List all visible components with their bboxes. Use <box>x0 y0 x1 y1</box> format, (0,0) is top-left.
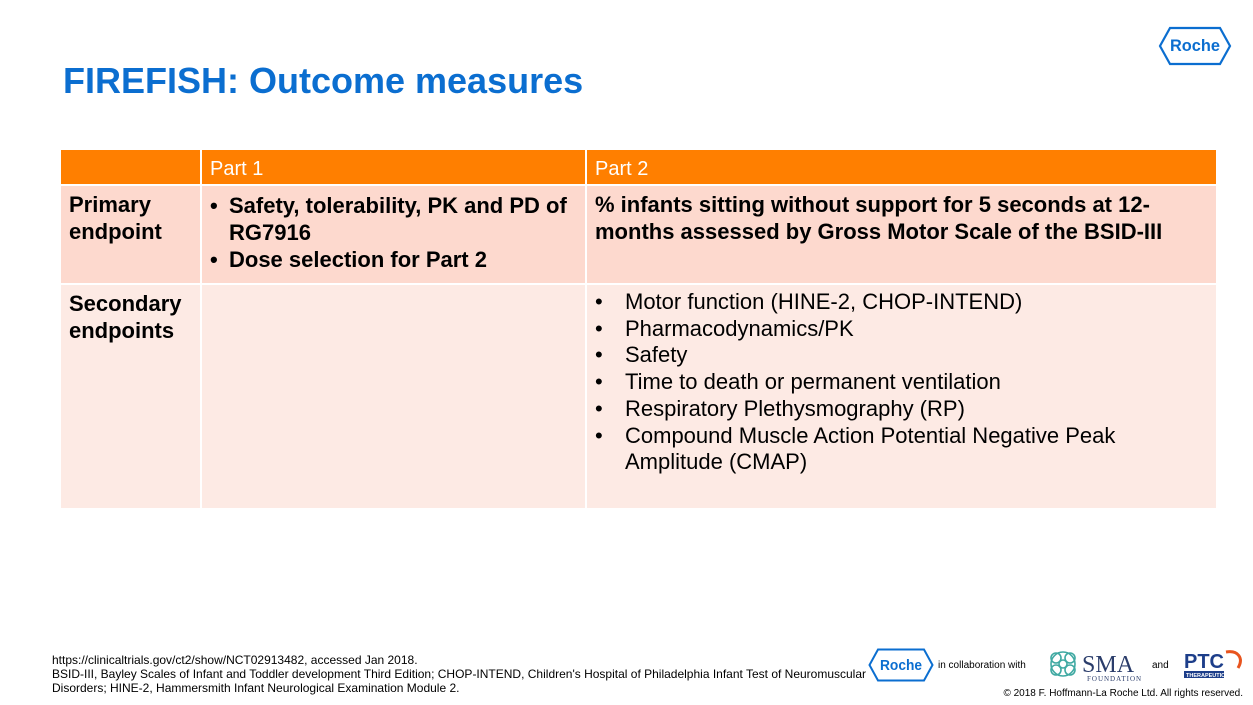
primary-part1-cell: • Safety, tolerability, PK and PD of RG79… <box>200 184 587 285</box>
list-item: • Pharmacodynamics/PK <box>595 315 854 341</box>
roche-small-logo-text: Roche <box>880 657 922 674</box>
list-item: • Safety, tolerability, PK and PD of RG79… <box>210 193 567 245</box>
ptc-swoosh-icon <box>1225 650 1242 669</box>
list-item: • Compound Muscle Action Potential Negati… <box>595 422 1116 475</box>
list-item: • Dose selection for Part 2 <box>210 247 487 272</box>
secondary-part1-cell <box>200 283 587 510</box>
collab-text: in collaboration with <box>938 660 1026 671</box>
table-row-secondary-endpoints: Secondary endpoints • Motor function (HIN… <box>59 283 1218 510</box>
sma-logo-text: SMA <box>1082 652 1135 678</box>
table-header-row: Part 1 Part 2 <box>59 148 1218 186</box>
header-part-1: Part 1 <box>200 148 587 186</box>
footnote-source-link[interactable]: https://clinicaltrials.gov/ct2/show/NCT0… <box>52 653 418 667</box>
outcome-measures-table: Part 1 Part 2 Primary endpoint • Safety, … <box>59 148 1218 510</box>
sma-emblem-icon <box>1050 651 1076 677</box>
table-row-primary-endpoint: Primary endpoint • Safety, tolerability, … <box>59 184 1218 285</box>
sma-logo-subtext: FOUNDATION <box>1087 675 1142 683</box>
collaboration-logos: Roche in collaboration with SMA FOUNDATI… <box>868 646 1248 684</box>
primary-part2-cell: % infants sitting without support for 5 … <box>585 184 1218 285</box>
footnote: https://clinicaltrials.gov/ct2/show/NCT0… <box>52 653 872 695</box>
footnote-abbreviations: BSID-III, Bayley Scales of Infant and To… <box>52 667 867 695</box>
header-empty-cell <box>59 148 202 186</box>
roche-logo: Roche <box>1158 26 1232 66</box>
and-text: and <box>1152 660 1169 671</box>
list-item: • Safety <box>595 342 688 368</box>
row-label-primary-endpoint: Primary endpoint <box>59 184 202 285</box>
row-label-secondary-endpoints: Secondary endpoints <box>59 283 202 510</box>
list-item: • Time to death or permanent ventilation <box>595 369 1001 395</box>
ptc-logo-text: PTC <box>1184 651 1224 673</box>
ptc-logo-subtext: THERAPEUTICS <box>1186 673 1229 679</box>
ptc-therapeutics-logo: PTC THERAPEUTICS <box>1184 650 1242 679</box>
primary-part1-list: • Safety, tolerability, PK and PD of RG79… <box>202 186 585 273</box>
roche-logo-text: Roche <box>1170 36 1220 55</box>
copyright: © 2018 F. Hoffmann-La Roche Ltd. All rig… <box>1003 688 1243 699</box>
page-title: FIREFISH: Outcome measures <box>63 60 584 101</box>
list-item: • Respiratory Plethysmography (RP) <box>595 395 965 421</box>
list-item: • Motor function (HINE-2, CHOP-INTEND) <box>595 289 1023 314</box>
header-part-2: Part 2 <box>585 148 1218 186</box>
secondary-part2-cell: • Motor function (HINE-2, CHOP-INTEND) • P… <box>585 283 1218 510</box>
roche-small-logo: Roche <box>868 648 934 682</box>
sma-foundation-logo: SMA FOUNDATION <box>1046 646 1144 684</box>
secondary-part2-list: • Motor function (HINE-2, CHOP-INTEND) • P… <box>587 285 1216 476</box>
